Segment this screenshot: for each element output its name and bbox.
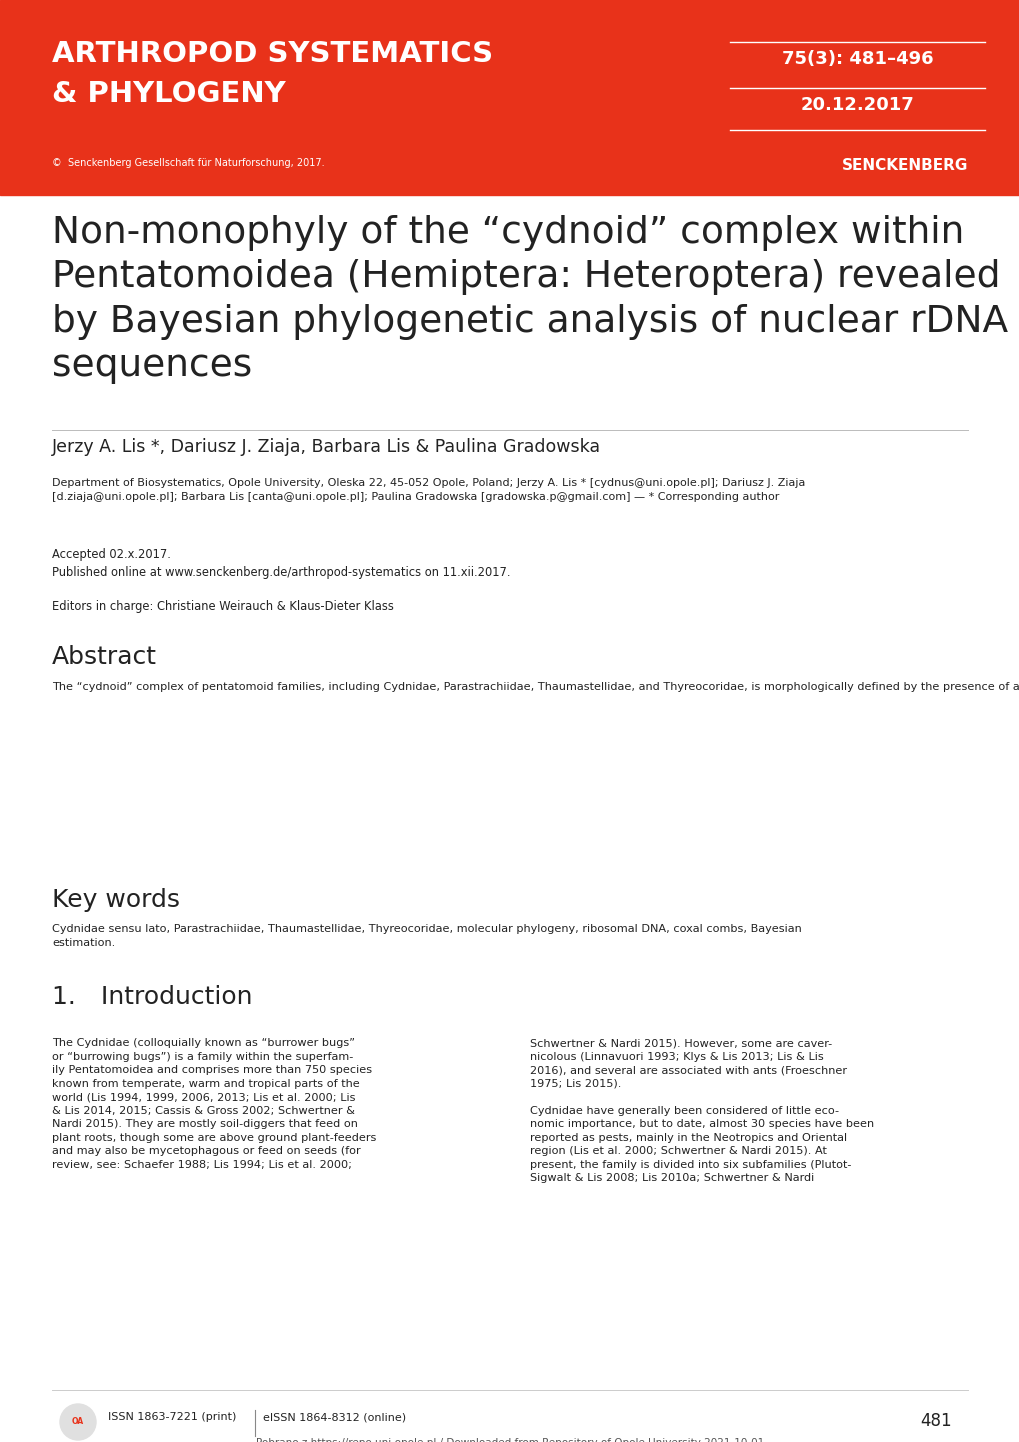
Text: & PHYLOGENY: & PHYLOGENY — [52, 79, 285, 108]
Text: Jerzy A. Lis *, Dariusz J. Ziaja, Barbara Lis & Paulina Gradowska: Jerzy A. Lis *, Dariusz J. Ziaja, Barbar… — [52, 438, 600, 456]
Text: SENCKENBERG: SENCKENBERG — [841, 159, 967, 173]
Bar — [0, 0, 1019, 195]
Text: ©  Senckenberg Gesellschaft für Naturforschung, 2017.: © Senckenberg Gesellschaft für Naturfors… — [52, 159, 324, 169]
Text: The Cydnidae (colloquially known as “burrower bugs”
or “burrowing bugs”) is a fa: The Cydnidae (colloquially known as “bur… — [52, 1038, 376, 1169]
Text: OA: OA — [72, 1417, 84, 1426]
Text: Published online at www.senckenberg.de/arthropod-systematics on 11.xii.2017.: Published online at www.senckenberg.de/a… — [52, 567, 510, 580]
Text: Editors in charge: Christiane Weirauch & Klaus-Dieter Klass: Editors in charge: Christiane Weirauch &… — [52, 600, 393, 613]
Text: 1. Introduction: 1. Introduction — [52, 985, 253, 1009]
Text: Key words: Key words — [52, 888, 179, 911]
Text: ARTHROPOD SYSTEMATICS: ARTHROPOD SYSTEMATICS — [52, 40, 492, 68]
Text: Pobrano z https://repo.uni.opole.pl / Downloaded from Repository of Opole Univer: Pobrano z https://repo.uni.opole.pl / Do… — [256, 1438, 763, 1442]
Text: eISSN 1864-8312 (online): eISSN 1864-8312 (online) — [263, 1412, 406, 1422]
Circle shape — [60, 1405, 96, 1441]
Text: Department of Biosystematics, Opole University, Oleska 22, 45-052 Opole, Poland;: Department of Biosystematics, Opole Univ… — [52, 477, 805, 502]
Text: Non-monophyly of the “cydnoid” complex within
Pentatomoidea (Hemiptera: Heteropt: Non-monophyly of the “cydnoid” complex w… — [52, 215, 1007, 384]
Text: The “cydnoid” complex of pentatomoid families, including Cydnidae, Parastrachiid: The “cydnoid” complex of pentatomoid fam… — [52, 682, 1019, 692]
Text: Schwertner & Nardi 2015). However, some are caver-
nicolous (Linnavuori 1993; Kl: Schwertner & Nardi 2015). However, some … — [530, 1038, 873, 1184]
Text: Cydnidae sensu lato, Parastrachiidae, Thaumastellidae, Thyreocoridae, molecular : Cydnidae sensu lato, Parastrachiidae, Th… — [52, 924, 801, 947]
Text: Abstract: Abstract — [52, 645, 157, 669]
Text: Accepted 02.x.2017.: Accepted 02.x.2017. — [52, 548, 171, 561]
Text: ISSN 1863-7221 (print): ISSN 1863-7221 (print) — [108, 1412, 236, 1422]
Text: 481: 481 — [919, 1412, 951, 1430]
Text: 20.12.2017: 20.12.2017 — [800, 97, 913, 114]
Text: 75(3): 481–496: 75(3): 481–496 — [781, 50, 932, 68]
